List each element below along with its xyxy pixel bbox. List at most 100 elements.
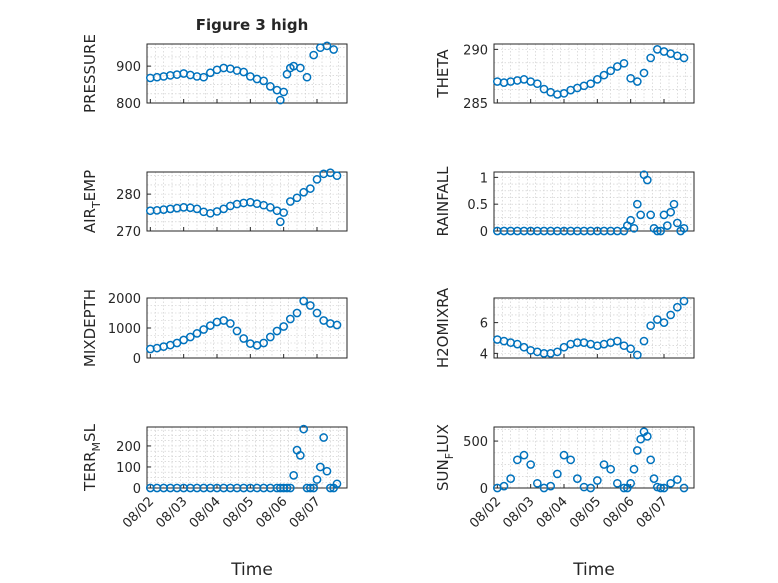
data-point (532, 478, 542, 488)
plot-area (493, 297, 695, 359)
data-point (606, 66, 616, 76)
plot-area (146, 426, 348, 489)
data-point (646, 53, 656, 63)
y-tick-label: 1 (480, 171, 488, 186)
data-point (646, 321, 656, 331)
y-tick-label: 500 (463, 435, 488, 450)
y-tick-label: 200 (116, 440, 141, 455)
data-point (659, 483, 669, 493)
data-point (299, 424, 309, 434)
y-tick-label: 100 (116, 461, 141, 476)
y-tick-label: 290 (463, 43, 488, 58)
data-point (225, 319, 235, 328)
data-point (532, 79, 542, 89)
subplot-2: 285 290 THETA (434, 43, 695, 112)
subplot-3: 270 280 AIRTEMP (81, 168, 348, 240)
data-point (639, 68, 649, 78)
data-point (265, 332, 275, 342)
y-tick-label: 900 (116, 60, 141, 75)
y-tick-label: 1000 (108, 322, 141, 337)
data-point (299, 296, 309, 306)
data-point (305, 483, 315, 493)
data-point (315, 462, 325, 472)
data-point (666, 310, 676, 320)
data-point (612, 478, 622, 488)
x-tick-label: 08/06 (253, 494, 290, 531)
y-tick-label: 4 (480, 347, 488, 362)
subplot-7: 0 100 200 TERRMSL 08/0208/0308/0408/0508/060… (81, 423, 348, 531)
data-point (572, 474, 582, 483)
data-point (205, 321, 215, 330)
data-point (632, 446, 642, 455)
data-point (295, 63, 305, 73)
data-point (642, 175, 652, 185)
data-point (546, 481, 556, 491)
axes-box (493, 43, 695, 104)
data-point (519, 450, 529, 460)
data-point (612, 336, 622, 346)
subplot-5: 0 1000 2000 MIXDEPTH (81, 289, 348, 367)
data-point (302, 72, 312, 82)
data-point (192, 329, 202, 338)
data-point (539, 84, 549, 94)
data-point (666, 478, 676, 488)
data-point (666, 207, 676, 217)
data-point (679, 223, 689, 233)
data-point (629, 464, 639, 474)
data-point (499, 481, 509, 491)
data-point (305, 301, 315, 310)
data-point (646, 210, 656, 220)
data-point (312, 308, 322, 318)
data-point (312, 475, 322, 484)
data-point (586, 79, 596, 89)
data-point (309, 50, 319, 60)
data-point (619, 483, 629, 493)
data-point (239, 334, 249, 343)
y-axis-label: PRESSURE (81, 34, 99, 113)
data-point (632, 350, 642, 360)
data-point (295, 451, 305, 460)
data-point (285, 483, 295, 493)
data-point (279, 208, 289, 217)
y-tick-label: 800 (116, 97, 141, 112)
data-point (652, 226, 662, 236)
data-point (232, 326, 242, 336)
y-axis-label: RAINFALL (434, 166, 452, 237)
data-point (612, 62, 622, 71)
y-tick-label: 285 (463, 97, 488, 112)
data-point (309, 483, 319, 493)
data-point (259, 76, 269, 86)
y-tick-label: 0.5 (467, 198, 488, 213)
data-point (639, 336, 649, 346)
figure-title: Figure 3 high (196, 16, 309, 34)
data-point (632, 199, 642, 209)
x-tick-label: 08/04 (187, 494, 224, 531)
data-point (275, 217, 285, 227)
y-tick-label: 0 (480, 482, 488, 497)
data-point (325, 483, 335, 493)
data-point (656, 483, 666, 493)
data-point (199, 72, 209, 82)
data-point (506, 474, 516, 483)
data-point (259, 338, 269, 348)
data-point (559, 88, 569, 98)
y-tick-label: 0 (133, 352, 141, 367)
x-tick-label: 08/05 (567, 494, 604, 531)
y-tick-label: 6 (480, 317, 488, 332)
data-point (282, 483, 292, 493)
data-point (656, 226, 666, 236)
subplot-4: 0 0.5 1 RAINFALL (434, 166, 695, 240)
data-point (199, 325, 209, 334)
data-point (285, 197, 295, 206)
data-point (599, 70, 609, 80)
data-point (659, 318, 669, 327)
data-point (552, 347, 562, 357)
data-point (592, 75, 602, 84)
data-point (526, 460, 536, 469)
data-point (672, 475, 682, 484)
data-point (626, 73, 636, 83)
data-point (649, 474, 659, 483)
x-tick-label: 08/07 (287, 494, 324, 531)
data-point (586, 483, 596, 493)
data-point (292, 308, 302, 318)
